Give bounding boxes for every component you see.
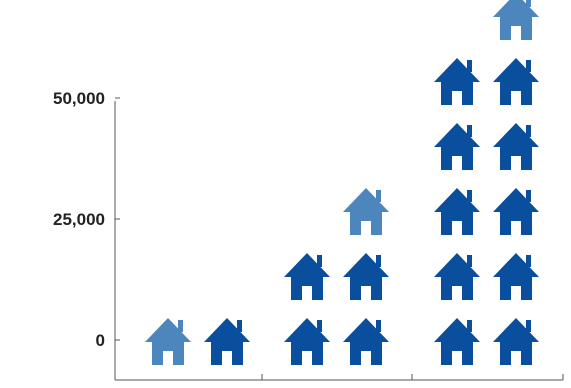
y-tick-label: 25,000	[53, 210, 105, 229]
axes	[114, 101, 564, 381]
house-icon	[434, 58, 480, 105]
house-icon	[343, 253, 389, 300]
house-icon	[434, 188, 480, 235]
house-icon-partial	[493, 0, 539, 40]
house-icon	[434, 253, 480, 300]
house-icon-partial	[343, 188, 389, 235]
y-tick-label: 50,000	[53, 89, 105, 108]
category-group	[284, 188, 389, 365]
category-group	[145, 318, 250, 365]
y-axis-ticks: 0 25,000 50,000	[53, 89, 120, 350]
category-group	[434, 0, 539, 365]
house-icon	[343, 318, 389, 365]
y-tick-label: 0	[96, 331, 105, 350]
house-icon	[434, 318, 480, 365]
house-icon-partial	[145, 318, 191, 365]
house-icon	[434, 123, 480, 170]
house-icon	[284, 318, 330, 365]
house-icon	[284, 253, 330, 300]
house-icon	[204, 318, 250, 365]
house-icon	[493, 318, 539, 365]
house-icon	[493, 123, 539, 170]
house-icon	[493, 58, 539, 105]
house-icon	[493, 253, 539, 300]
house-icon	[493, 188, 539, 235]
house-icons	[145, 0, 539, 365]
